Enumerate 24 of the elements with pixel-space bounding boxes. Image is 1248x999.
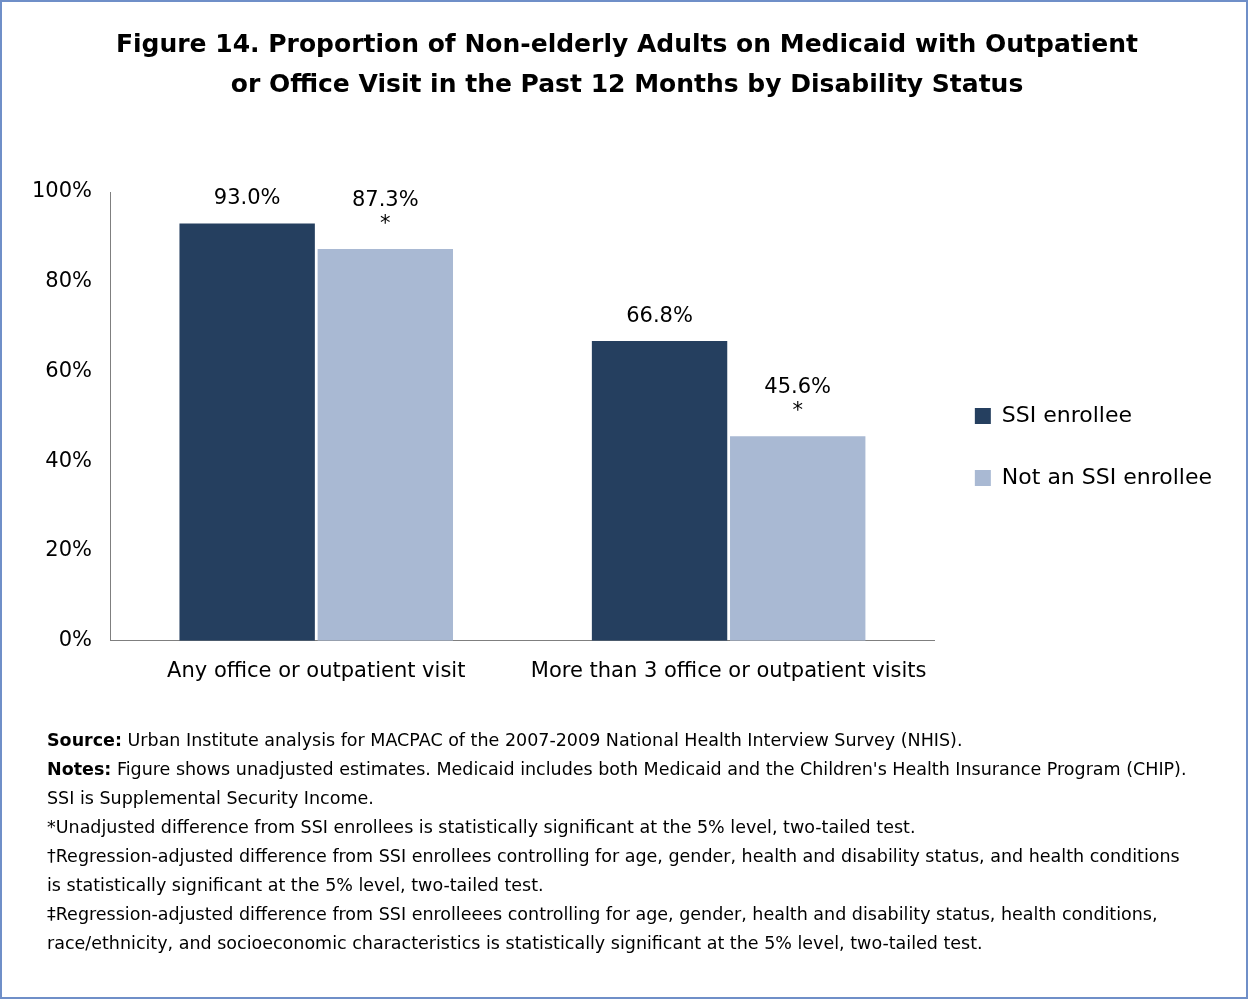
bar xyxy=(179,223,315,641)
source-note: Source: Urban Institute analysis for MACPAC of the 2007-2009 National Health Interview Survey (NHIS). xyxy=(47,729,964,752)
y-tick-label: 80% xyxy=(45,268,93,293)
text: †Regression-adjusted difference from SSI enrollees controlling for age, gender, health and disability status, and health conditions is statistically significant at the 5% level, two-tailed test. xyxy=(47,845,1181,897)
x-tick-label: Any office or outpatient visit xyxy=(167,657,466,682)
bar xyxy=(591,341,728,641)
y-tick-label: 100% xyxy=(31,178,93,203)
chart-title: Figure 14. Proportion of Non-elderly Adults on Medicaid with Outpatient or Office Visit in the Past 12 Months by Disability Status xyxy=(114,28,1140,100)
text: ‡Regression-adjusted difference from SSI enrolleees controlling for age, gender, health and disability status, health conditions, race/ethnicity, and socioeconomic characteristics is statistically significant at the 5% level, two-tailed test. xyxy=(47,903,1159,955)
legend-label: SSI enrollee xyxy=(1001,401,1133,427)
data-label: 93.0% xyxy=(213,185,281,210)
y-tick-label: 0% xyxy=(58,627,93,652)
data-label: 87.3% * xyxy=(351,186,419,235)
y-tick-label: 20% xyxy=(45,537,93,562)
data-label: 66.8% xyxy=(626,302,693,327)
text: *Unadjusted difference from SSI enrollees is statistically significant at the 5% level, two-tailed test. xyxy=(47,816,917,839)
y-tick-label: 60% xyxy=(45,357,93,382)
y-tick-label: 40% xyxy=(45,447,93,472)
bar xyxy=(730,436,866,641)
bar xyxy=(317,249,454,641)
data-label: 45.6% * xyxy=(764,374,832,423)
text: Notes: Figure shows unadjusted estimates. Medicaid includes both Medicaid and the Children's Health Insurance Program (CHIP). SSI is Supplemental Security Income. xyxy=(47,758,1188,810)
x-tick-label: More than 3 office or outpatient visits xyxy=(530,657,927,682)
legend-label: Not an SSI enrollee xyxy=(1001,463,1213,489)
